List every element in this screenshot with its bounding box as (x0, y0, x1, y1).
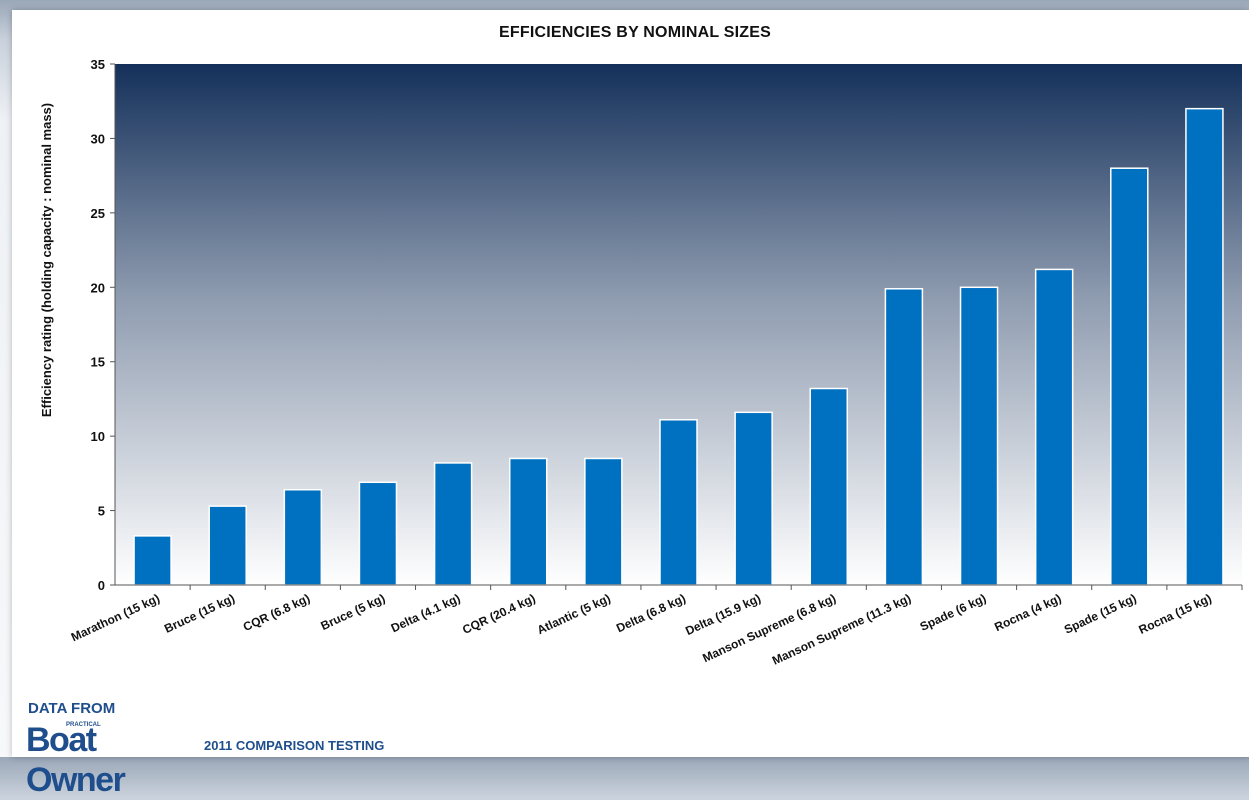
category-label: Spade (6 kg) (918, 591, 989, 634)
category-label: Spade (15 kg) (1062, 591, 1139, 637)
bar (959, 286, 999, 586)
logo-main-text: Boat Owner (26, 721, 126, 799)
category-label: Marathon (15 kg) (69, 591, 162, 644)
category-label: Manson Supreme (6.8 kg) (700, 591, 838, 665)
y-tick-label: 0 (98, 578, 105, 593)
category-labels: Marathon (15 kg) Bruce (15 kg) CQR (6.8 kg… (69, 591, 1214, 668)
y-tick-label: 30 (91, 131, 105, 146)
bar (659, 419, 698, 586)
footer-testing: 2011 COMPARISON TESTING (204, 738, 385, 753)
bar (584, 457, 623, 586)
category-label: CQR (6.8 kg) (241, 591, 312, 634)
bar (1110, 167, 1149, 586)
category-label: Rocna (4 kg) (992, 591, 1063, 634)
bars-layer (133, 107, 1224, 586)
category-label: Bruce (15 kg) (162, 591, 237, 636)
logo-small-text: PRACTICAL (66, 722, 101, 728)
bar (1034, 268, 1074, 586)
bar (1185, 107, 1224, 586)
bar (884, 288, 924, 586)
y-tick-label: 15 (91, 355, 105, 370)
bar (734, 411, 773, 586)
y-tick-label: 10 (91, 429, 105, 444)
bar-chart: 0 5 10 15 20 25 30 35 Marathon (15 kg) Bruce (15… (39, 57, 1243, 668)
chart-title: EFFICIENCIES BY NOMINAL SIZES (499, 24, 771, 41)
category-label: Manson Supreme (11.3 kg) (770, 591, 913, 668)
category-label: CQR (20.4 kg) (460, 591, 537, 637)
category-label: Delta (6.8 kg) (614, 591, 688, 635)
boat-owner-logo: PRACTICAL Boat Owner (26, 716, 196, 799)
y-tick-label: 5 (98, 504, 105, 519)
y-tick-label: 20 (91, 280, 105, 295)
category-label: Delta (4.1 kg) (389, 591, 463, 635)
y-tick-label: 35 (91, 57, 105, 72)
category-label: Bruce (5 kg) (318, 591, 387, 633)
category-label: Atlantic (5 kg) (535, 591, 613, 637)
bar (809, 387, 849, 586)
footer-data-from: DATA FROM (28, 700, 116, 717)
bar (358, 481, 398, 586)
bar (283, 488, 323, 586)
y-axis-label: Efficiency rating (holding capacity : no… (39, 103, 54, 417)
y-tick-label: 25 (91, 206, 105, 221)
bar (208, 505, 247, 586)
bar (133, 535, 172, 586)
bar (433, 462, 473, 586)
category-label: Rocna (15 kg) (1136, 591, 1213, 637)
bar (508, 457, 548, 586)
axis-layer: 0 5 10 15 20 25 30 35 (91, 57, 1243, 593)
